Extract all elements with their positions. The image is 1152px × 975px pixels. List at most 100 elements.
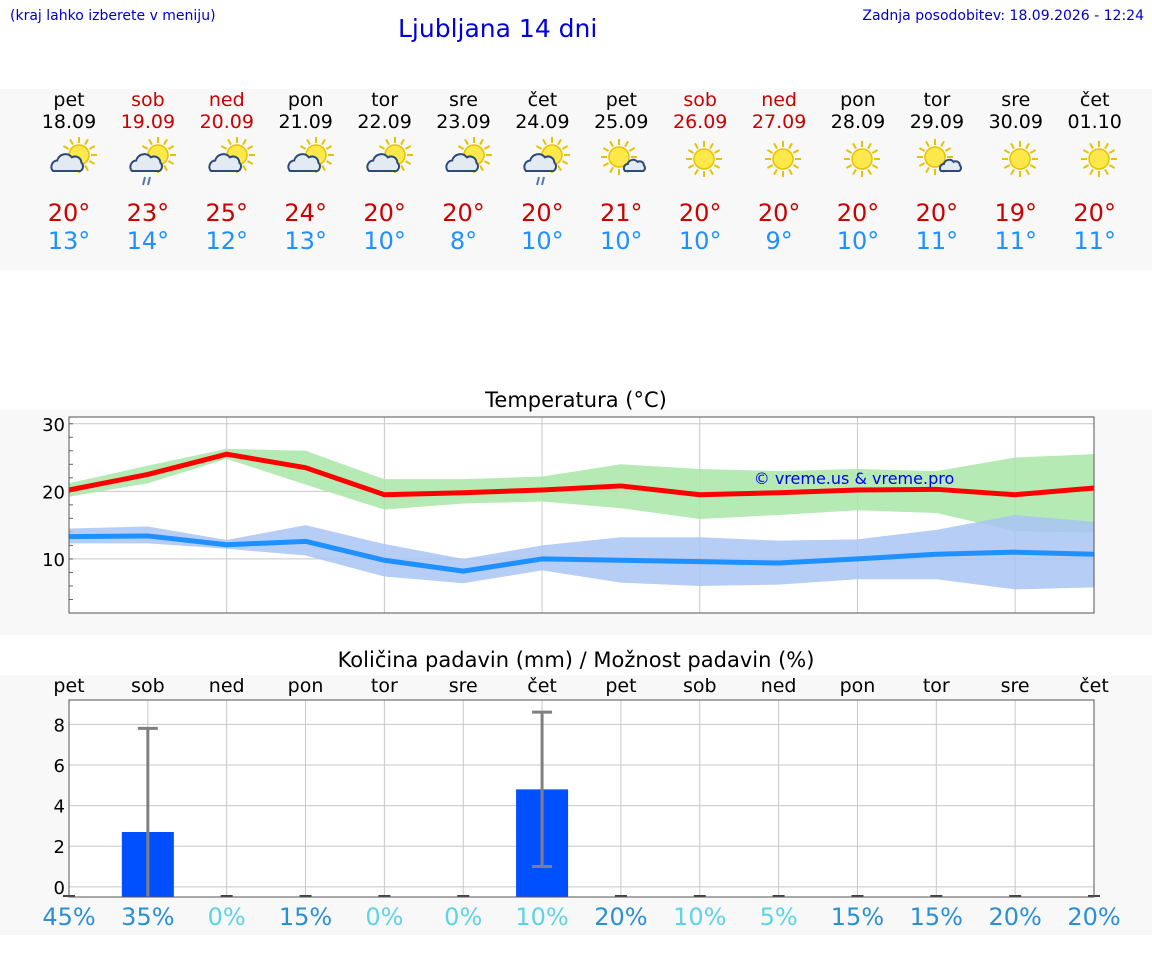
forecast-day: tor 22.09	[346, 89, 424, 189]
x-tick-label: sob	[131, 675, 165, 697]
cloud-shape	[523, 153, 558, 172]
temp-min: 11°	[915, 227, 959, 255]
sun-ray	[88, 160, 96, 165]
day-name: pet	[53, 89, 85, 111]
sun-ray	[463, 138, 469, 146]
x-tick-label: sre	[448, 675, 478, 697]
sun-ray	[773, 142, 778, 150]
location-hint[interactable]: (kraj lahko izberete v meniju)	[10, 8, 216, 24]
sun-ray	[84, 164, 89, 172]
sun-ray	[871, 149, 879, 154]
x-tick-label: pet	[53, 675, 85, 697]
sun-ray	[1108, 149, 1115, 154]
temp-max: 23°	[126, 199, 170, 227]
temp-min: 11°	[1073, 227, 1116, 255]
day-date: 18.09	[41, 111, 97, 133]
x-tick-label: ned	[760, 675, 797, 697]
day-name: sob	[131, 89, 165, 111]
temperature-chart: 10 20 30 © vreme.us & vreme.pro	[42, 415, 1095, 614]
plot-area	[69, 700, 1094, 897]
rain-probability: 15%	[278, 903, 333, 931]
temp-min: 14°	[126, 227, 170, 255]
sun-ray	[167, 160, 174, 165]
sun-ray	[767, 164, 774, 169]
sun-ray	[1024, 168, 1030, 176]
day-name: sre	[449, 89, 478, 111]
rain-probability: 20%	[594, 903, 648, 931]
rain-probability: 0%	[365, 903, 404, 931]
sun-disc	[693, 148, 715, 170]
sun-ray	[1024, 142, 1030, 150]
temp-max: 21°	[600, 199, 643, 227]
sun-ray	[246, 145, 253, 150]
sun-ray	[478, 138, 484, 146]
x-tick-label: ned	[208, 675, 245, 697]
x-tick-label: pet	[605, 675, 637, 697]
min-temp-band	[69, 515, 1094, 590]
rain-drop	[541, 176, 546, 186]
sun-disc	[1087, 148, 1110, 170]
sun-ray	[1009, 142, 1015, 150]
cloud-shape	[287, 153, 321, 172]
sun-ray	[852, 168, 857, 176]
rain-probability: 35%	[121, 903, 175, 931]
sun-ray	[226, 138, 232, 146]
forecast-band	[0, 89, 1152, 270]
sun-ray	[536, 145, 543, 150]
cloud-shape	[50, 153, 84, 172]
sun-ray	[557, 138, 563, 146]
x-tick-label: tor	[922, 675, 950, 697]
sun-ray	[792, 149, 800, 154]
mostly-sunny-icon	[601, 139, 647, 175]
sun-ray	[163, 138, 168, 146]
sun-ray	[325, 145, 332, 150]
sun-ray	[384, 138, 390, 146]
sun-ray	[788, 168, 793, 176]
sun-ray	[62, 145, 70, 150]
temp-max: 20°	[678, 199, 722, 227]
sun-ray	[1003, 149, 1010, 154]
rain-probability: 20%	[988, 903, 1042, 931]
day-date: 29.09	[909, 111, 965, 133]
sun-ray	[1088, 142, 1094, 150]
temp-min: 9°	[765, 227, 793, 255]
day-name: tor	[923, 89, 951, 111]
sun-ray	[305, 138, 311, 146]
sun-ray	[925, 140, 930, 148]
sun-ray	[325, 160, 332, 165]
rain-drop	[536, 176, 541, 186]
temp-max: 24°	[284, 199, 327, 227]
x-tick-label: čet	[527, 675, 557, 697]
sun-disc	[608, 146, 631, 168]
day-date: 23.09	[436, 111, 491, 133]
day-date: 25.09	[594, 111, 649, 133]
sun-ray	[694, 168, 700, 176]
temp-min: 8°	[449, 227, 478, 255]
temp-min: 10°	[600, 227, 643, 255]
rain-probability: 10%	[673, 903, 727, 931]
plot-frame	[68, 416, 1095, 614]
temp-max: 20°	[1073, 199, 1116, 227]
day-date: 22.09	[357, 111, 412, 133]
day-date: 24.09	[515, 111, 570, 133]
sun-ray	[845, 164, 853, 169]
sun-ray	[714, 164, 721, 169]
rain-probability: 20%	[1067, 903, 1121, 931]
sun-ray	[845, 149, 853, 154]
cloud-shape	[208, 153, 242, 172]
forecast-day: ned 27.09	[740, 89, 818, 189]
plot-area	[69, 417, 1094, 613]
y-tick-label: 8	[54, 715, 65, 736]
temp-max: 20°	[442, 199, 485, 227]
forecast-day: ned 20.09	[188, 89, 266, 189]
day-name: sre	[1001, 89, 1031, 111]
temp-max: 20°	[47, 199, 91, 227]
sun-ray	[1088, 168, 1094, 176]
sun-ray	[478, 164, 484, 172]
mostly-sunny-icon	[916, 139, 962, 175]
temp-max: 19°	[994, 199, 1038, 227]
sun-ray	[457, 145, 464, 150]
sunny-icon	[1080, 141, 1117, 177]
temp-max: 20°	[915, 199, 959, 227]
day-name: tor	[371, 89, 399, 111]
